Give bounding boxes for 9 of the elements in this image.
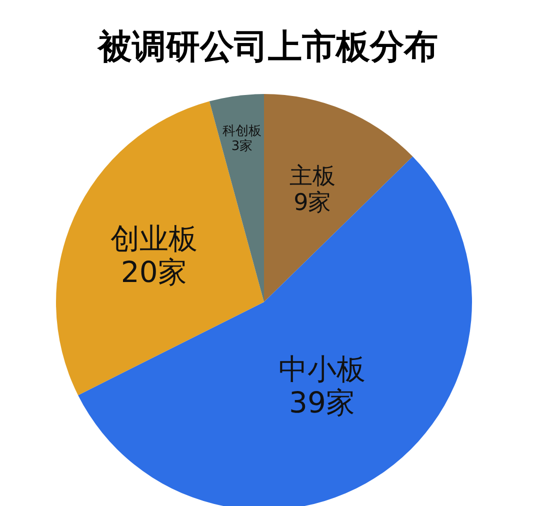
slice-label: 科创板 <box>222 124 262 140</box>
data-label: 9家 <box>294 190 332 216</box>
chart-title: 被调研公司上市板分布 <box>96 27 438 67</box>
slice-label: 中小板 <box>278 352 366 386</box>
data-label: 39家 <box>289 385 355 420</box>
slice-label: 主板 <box>289 164 336 190</box>
slice-label: 创业板 <box>110 221 198 256</box>
data-label: 3家 <box>231 138 253 154</box>
data-label: 20家 <box>120 254 187 289</box>
